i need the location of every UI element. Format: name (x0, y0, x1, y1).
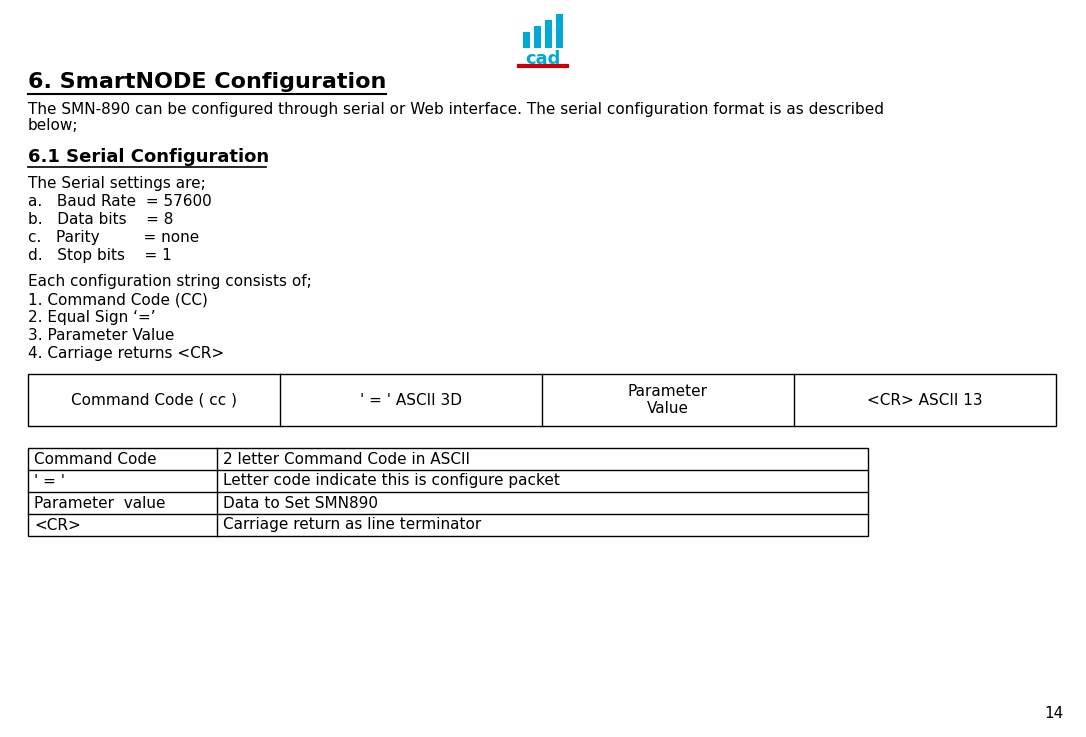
Text: Letter code indicate this is configure packet: Letter code indicate this is configure p… (223, 473, 560, 489)
Text: 4. Carriage returns <CR>: 4. Carriage returns <CR> (28, 346, 224, 361)
Text: Carriage return as line terminator: Carriage return as line terminator (223, 517, 481, 533)
Bar (28, 374, 1056, 426)
Text: 2 letter Command Code in ASCII: 2 letter Command Code in ASCII (223, 452, 470, 467)
Text: 14: 14 (1045, 706, 1064, 721)
Text: 6. SmartNODE Configuration: 6. SmartNODE Configuration (28, 72, 387, 92)
Text: <CR>: <CR> (34, 517, 80, 533)
Text: 1. Command Code (CC): 1. Command Code (CC) (28, 292, 207, 307)
Text: b.   Data bits    = 8: b. Data bits = 8 (28, 212, 174, 227)
Text: Parameter  value: Parameter value (34, 495, 165, 511)
Text: cad: cad (526, 50, 560, 68)
Text: Data to Set SMN890: Data to Set SMN890 (223, 495, 378, 511)
Text: Command Code: Command Code (34, 452, 156, 467)
Text: a.   Baud Rate  = 57600: a. Baud Rate = 57600 (28, 194, 212, 209)
Bar (534, 26, 541, 48)
Text: 2. Equal Sign ‘=’: 2. Equal Sign ‘=’ (28, 310, 155, 325)
Text: ' = ' ASCII 3D: ' = ' ASCII 3D (359, 393, 462, 408)
Text: Parameter
Value: Parameter Value (628, 384, 708, 416)
Bar (28, 448, 868, 536)
Text: below;: below; (28, 118, 78, 133)
Text: <CR> ASCII 13: <CR> ASCII 13 (867, 393, 983, 408)
Bar (545, 20, 552, 48)
Bar (523, 32, 530, 48)
Text: c.   Parity         = none: c. Parity = none (28, 230, 199, 245)
Text: d.   Stop bits    = 1: d. Stop bits = 1 (28, 248, 172, 263)
Text: Each configuration string consists of;: Each configuration string consists of; (28, 274, 312, 289)
Text: Command Code ( cc ): Command Code ( cc ) (71, 393, 237, 408)
Text: ' = ': ' = ' (34, 473, 65, 489)
Text: 3. Parameter Value: 3. Parameter Value (28, 328, 175, 343)
Text: The SMN-890 can be configured through serial or Web interface. The serial config: The SMN-890 can be configured through se… (28, 102, 884, 117)
Text: 6.1 Serial Configuration: 6.1 Serial Configuration (28, 148, 269, 166)
Bar (556, 14, 563, 48)
Text: The Serial settings are;: The Serial settings are; (28, 176, 205, 191)
